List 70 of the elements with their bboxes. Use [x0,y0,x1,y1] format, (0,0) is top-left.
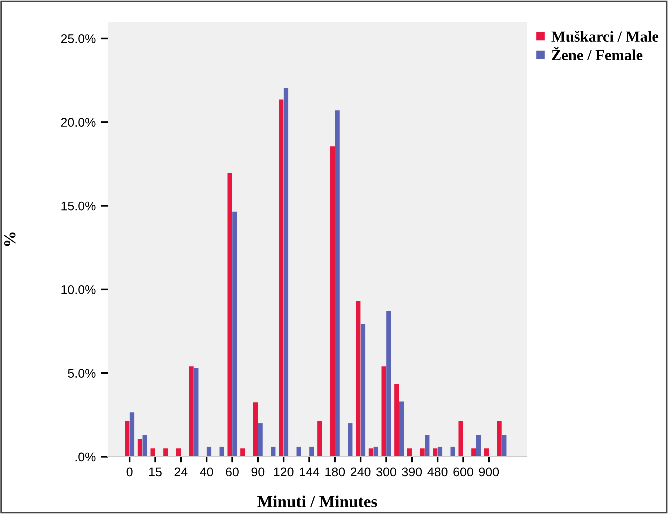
x-tick-label: 40 [200,468,214,477]
bar [258,424,263,457]
bar [220,446,224,457]
bar [232,212,238,457]
bar [360,324,366,457]
bar [472,448,476,457]
bar [497,421,502,457]
bar [394,384,400,457]
legend-label: Muškarci / Male [552,31,659,42]
bar [142,435,148,457]
bar [318,421,322,457]
legend-label: Žene / Female [552,47,643,61]
bar [458,421,464,457]
x-tick-label: 60 [226,468,239,477]
x-tick-label: 15 [149,468,162,477]
bar [399,402,404,457]
bar [284,88,289,457]
y-tick-label: 10.0% [62,285,96,294]
y-tick-label: 5.0% [68,369,96,378]
y-tick-label: 25.0% [61,34,96,44]
x-tick-label: 120 [274,468,294,477]
bar [335,110,340,457]
bar [374,446,378,457]
bar [125,421,130,457]
bar [407,448,412,457]
bar [271,446,276,457]
bar [382,366,386,457]
bar [420,448,425,457]
bar [484,448,490,457]
x-tick-label: 390 [402,468,422,477]
bar [240,448,246,457]
y-axis-title: % [4,232,16,246]
bar [330,146,336,457]
x-tick-label: 144 [300,468,320,476]
bar [189,366,194,457]
bar [348,424,353,457]
bar [450,446,456,457]
bar [206,446,212,457]
x-tick-label: 300 [376,468,396,477]
y-tick-label: 20.0% [61,118,96,128]
bar [279,100,284,457]
bar [433,448,438,457]
bar [150,448,156,457]
bar [476,435,482,457]
bar [228,173,232,457]
bar [356,301,361,457]
y-tick-label: 15.0% [62,202,96,211]
bar [164,448,168,457]
x-axis-title: Minuti / Minutes [258,496,378,508]
x-tick-label: 900 [479,468,500,477]
y-tick-label: .0% [76,452,96,462]
x-tick-label: 180 [326,468,346,477]
bar [253,402,258,457]
bar [296,446,302,457]
x-tick-label: 90 [252,468,265,477]
x-tick-label: 240 [351,468,371,477]
bar [386,311,392,457]
x-tick-label: 0 [126,468,133,477]
bar [138,439,143,457]
x-tick-label: 24 [174,468,188,476]
bar [502,435,507,457]
bar [130,412,135,457]
bar [310,446,314,457]
x-tick-label: 600 [454,468,474,477]
bar [368,448,374,457]
bar [425,435,430,457]
bar [438,446,443,457]
x-tick-label: 480 [428,468,448,477]
bar [194,368,199,457]
bar [176,448,182,457]
